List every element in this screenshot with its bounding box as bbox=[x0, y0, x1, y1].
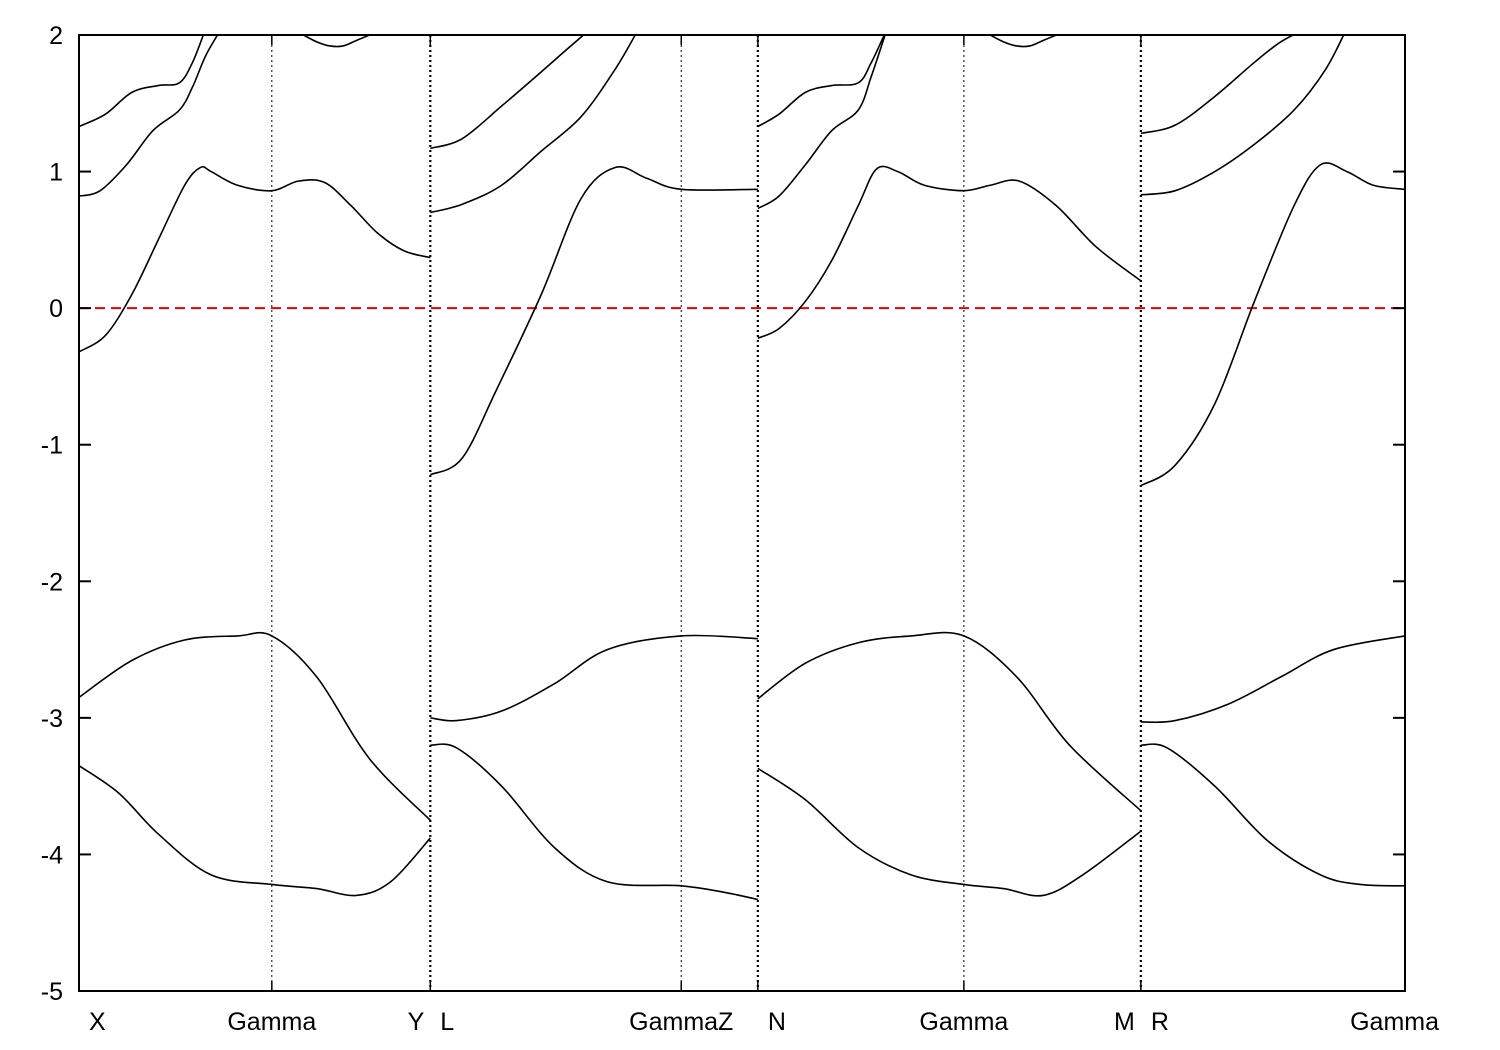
k-point-label: Y bbox=[408, 1008, 425, 1036]
k-point-label: Gamma bbox=[1350, 1008, 1439, 1036]
k-point-label: Gamma bbox=[227, 1008, 316, 1036]
k-point-label: Gamma bbox=[919, 1008, 1008, 1036]
y-tick-label: -5 bbox=[41, 978, 63, 1006]
band-line bbox=[79, 35, 219, 197]
band-line bbox=[79, 35, 205, 128]
k-point-label: L bbox=[440, 1008, 454, 1036]
plot-frame bbox=[78, 34, 1406, 992]
k-point-label: M bbox=[1114, 1008, 1135, 1036]
y-tick-label: 0 bbox=[49, 295, 63, 323]
band-line bbox=[79, 165, 431, 353]
y-tick-label: 1 bbox=[49, 159, 63, 187]
k-point-label: X bbox=[89, 1008, 106, 1036]
band-line bbox=[1140, 635, 1405, 724]
k-point-labels: X Gamma Y L GammaZ N Gamma M R Gamma bbox=[89, 1008, 1439, 1036]
band-line bbox=[1140, 35, 1345, 196]
band-lines bbox=[79, 35, 1405, 901]
band-line bbox=[757, 165, 1142, 339]
band-line bbox=[757, 35, 886, 128]
band-line bbox=[430, 634, 758, 722]
band-line bbox=[79, 765, 431, 897]
band-line bbox=[429, 166, 758, 476]
band-line bbox=[79, 631, 431, 821]
band-line bbox=[757, 631, 1142, 812]
y-tick-label: -4 bbox=[41, 841, 63, 869]
band-line bbox=[757, 767, 1142, 897]
k-point-label: N bbox=[768, 1008, 786, 1036]
y-tick-label: -3 bbox=[41, 705, 63, 733]
k-point-label: GammaZ bbox=[629, 1008, 733, 1036]
band-line bbox=[303, 35, 370, 48]
band-line bbox=[757, 35, 886, 210]
y-tick-labels: 2 1 0 -1 -2 -3 -4 -5 bbox=[41, 22, 63, 1006]
y-tick-label: -1 bbox=[41, 432, 63, 460]
band-line bbox=[430, 743, 759, 901]
band-line bbox=[1140, 35, 1295, 135]
y-tick-label: -2 bbox=[41, 568, 63, 596]
band-line bbox=[430, 35, 637, 214]
band-line bbox=[989, 35, 1057, 48]
band-line bbox=[430, 35, 585, 150]
k-point-label: R bbox=[1151, 1008, 1169, 1036]
y-tick-label: 2 bbox=[49, 22, 63, 50]
band-line bbox=[1140, 162, 1405, 487]
band-line bbox=[1140, 743, 1405, 887]
